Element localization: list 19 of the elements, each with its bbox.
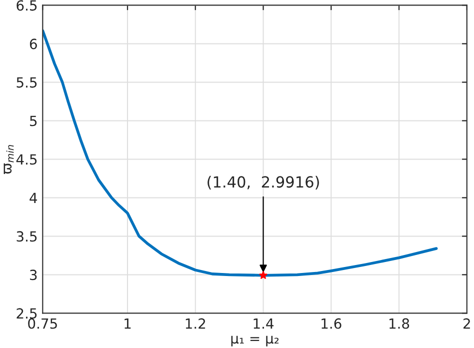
y-tick-label: 4	[30, 192, 38, 203]
x-tick-label: 1.8	[389, 318, 410, 329]
x-tick-label: 1.6	[322, 318, 342, 329]
y-tick-label: 3.5	[16, 231, 37, 242]
x-tick-label: 0.75	[28, 318, 57, 329]
x-axis-title: μ₁ = μ₂	[231, 336, 279, 346]
y-tick-label: 3	[30, 270, 37, 280]
y-tick-label: 4.5	[16, 154, 37, 165]
y-tick-label: 2.5	[16, 308, 37, 319]
y-tick-label: 5.5	[16, 77, 37, 88]
x-tick-label: 2	[463, 318, 470, 329]
y-tick-label: 6	[30, 38, 37, 50]
y-tick-label: 5	[30, 116, 37, 126]
x-tick-label: 1.2	[186, 318, 206, 329]
y-axis-title: ϖ$_{min}$	[4, 145, 14, 174]
annotation: (1.40, 2.9916)	[208, 176, 319, 190]
x-tick-label: 1.4	[254, 318, 274, 329]
y-tick-label: 6.5	[16, 0, 37, 11]
x-tick-label: 1	[124, 318, 131, 329]
